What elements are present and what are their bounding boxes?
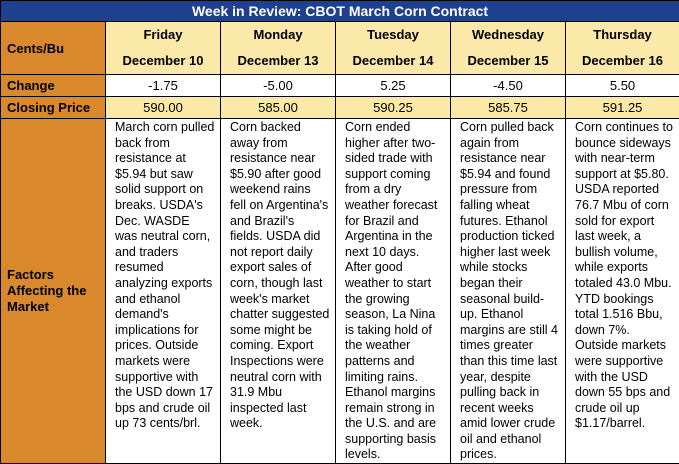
date-label: December 16: [566, 48, 679, 74]
day-header-monday: Monday December 13: [221, 22, 336, 75]
date-label: December 13: [221, 48, 335, 74]
change-value: -4.50: [451, 75, 566, 97]
change-value: 5.25: [336, 75, 451, 97]
factors-cell-wednesday: Corn pulled back again from resistance n…: [451, 119, 566, 464]
change-label: Change: [1, 75, 106, 97]
weekday-label: Tuesday: [336, 22, 450, 48]
factors-cell-monday: Corn backed away from resistance near $5…: [221, 119, 336, 464]
closing-price-value: 585.75: [451, 97, 566, 119]
date-label: December 15: [451, 48, 565, 74]
weekday-label: Thursday: [566, 22, 679, 48]
factors-text: March corn pulled back from resistance a…: [106, 119, 220, 432]
day-header-wednesday: Wednesday December 15: [451, 22, 566, 75]
closing-price-value: 591.25: [566, 97, 679, 119]
factors-text: Corn ended higher after two-sided trade …: [336, 119, 450, 463]
day-header-thursday: Thursday December 16: [566, 22, 679, 75]
factors-label: Factors Affecting the Market: [1, 119, 106, 464]
weekday-label: Friday: [106, 22, 220, 48]
weekday-label: Monday: [221, 22, 335, 48]
date-label: December 14: [336, 48, 450, 74]
table-title: Week in Review: CBOT March Corn Contract: [1, 1, 679, 22]
factors-text: Corn pulled back again from resistance n…: [451, 119, 565, 463]
unit-label: Cents/Bu: [1, 22, 106, 75]
day-header-tuesday: Tuesday December 14: [336, 22, 451, 75]
factors-text: Corn backed away from resistance near $5…: [221, 119, 335, 432]
factors-text: Corn continues to bounce sideways with n…: [566, 119, 679, 432]
closing-price-label: Closing Price: [1, 97, 106, 119]
closing-price-value: 590.25: [336, 97, 451, 119]
change-value: 5.50: [566, 75, 679, 97]
date-label: December 10: [106, 48, 220, 74]
closing-price-value: 590.00: [106, 97, 221, 119]
change-value: -1.75: [106, 75, 221, 97]
factors-cell-thursday: Corn continues to bounce sideways with n…: [566, 119, 679, 464]
factors-cell-tuesday: Corn ended higher after two-sided trade …: [336, 119, 451, 464]
factors-cell-friday: March corn pulled back from resistance a…: [106, 119, 221, 464]
closing-price-value: 585.00: [221, 97, 336, 119]
weekday-label: Wednesday: [451, 22, 565, 48]
change-value: -5.00: [221, 75, 336, 97]
day-header-friday: Friday December 10: [106, 22, 221, 75]
